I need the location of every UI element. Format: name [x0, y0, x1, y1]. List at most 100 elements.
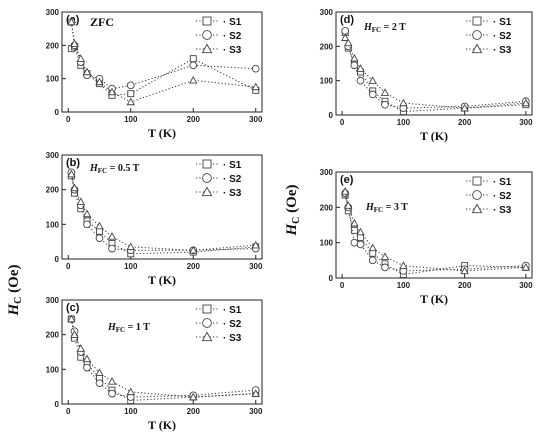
data-point	[107, 87, 117, 96]
data-point	[95, 368, 104, 377]
x-tick-label: 300	[249, 115, 263, 124]
data-point	[126, 97, 135, 106]
data-point	[368, 76, 377, 84]
data-point	[344, 201, 353, 209]
x-tick-label: 200	[458, 118, 472, 127]
x-tick-label: 300	[519, 281, 533, 290]
condition-label: HFC = 2 T	[363, 22, 406, 34]
data-point	[340, 187, 350, 195]
data-point	[350, 61, 359, 70]
x-tick-label: 300	[519, 118, 533, 127]
y-tick-label: 200	[320, 203, 334, 212]
data-point	[341, 27, 350, 35]
data-point	[126, 387, 135, 396]
legend-label: · S2	[223, 31, 242, 42]
axes-frame	[335, 171, 533, 279]
legend-entry: · S2	[466, 190, 512, 202]
data-point	[380, 252, 390, 261]
y-tick-label: 300	[46, 151, 60, 160]
legend-label: · S3	[223, 188, 242, 199]
data-point	[350, 226, 358, 234]
data-point	[95, 77, 104, 86]
data-point	[521, 263, 531, 271]
data-point	[368, 90, 377, 99]
shared-ylabel-right-unit: (Oe)	[284, 185, 300, 217]
legend-label: · S3	[493, 205, 512, 216]
x-tick-label: 200	[187, 262, 201, 271]
data-point	[380, 88, 390, 96]
data-point	[356, 227, 365, 236]
x-tick-label: 0	[66, 407, 71, 416]
condition-rest: = 1 T	[125, 322, 150, 333]
legend-marker	[471, 203, 483, 214]
series-s1	[341, 29, 530, 116]
data-point	[344, 38, 353, 47]
series-s1	[67, 172, 260, 258]
condition-main: H	[107, 322, 117, 333]
legend-entry: · S1	[466, 16, 512, 28]
condition-sub: FC	[98, 167, 107, 175]
data-point	[356, 76, 365, 85]
legend-entry: · S3	[466, 203, 512, 216]
legend-marker	[202, 159, 212, 169]
y-tick-label: 300	[320, 8, 334, 17]
axes-frame	[61, 299, 263, 405]
legend-marker	[202, 30, 212, 40]
data-point	[189, 75, 198, 84]
legend-marker	[201, 331, 213, 342]
condition-label: HFC = 0.5 T	[89, 163, 140, 175]
y-tick-label: 100	[46, 220, 60, 229]
data-point	[189, 61, 198, 70]
x-axis-label: T (K)	[148, 273, 176, 287]
series-s3	[67, 169, 260, 254]
shared-ylabel-right-main: H	[284, 222, 300, 236]
condition-main: H	[89, 163, 99, 174]
x-axis-label: T (K)	[420, 129, 448, 143]
x-tick-label: 100	[397, 118, 411, 127]
x-tick-label: 100	[124, 407, 138, 416]
legend-marker	[202, 318, 212, 328]
legend-entry: · S3	[196, 43, 242, 56]
condition-sub: FC	[116, 326, 125, 334]
data-point	[381, 100, 389, 109]
data-point	[368, 243, 377, 252]
series-s3	[67, 17, 260, 106]
y-tick-label: 300	[320, 168, 334, 177]
data-point	[70, 183, 79, 192]
legend-marker	[201, 186, 213, 197]
data-point	[107, 377, 117, 385]
series-line	[70, 173, 256, 251]
data-point	[82, 354, 92, 363]
condition-label: HFC = 1 T	[107, 322, 150, 334]
data-point	[76, 344, 85, 352]
condition-rest: = 3 T	[383, 202, 408, 213]
shared-ylabel-main: H	[6, 302, 22, 316]
legend-entry: · S1	[196, 304, 242, 316]
legend-marker	[472, 176, 482, 186]
chart-panel: 0 100 200 300 0 100 200 300 T (K) (e) HFC = 3 T · S…	[320, 168, 533, 306]
y-tick-label: 0	[329, 111, 334, 120]
x-tick-label: 0	[340, 281, 345, 290]
legend-marker	[472, 30, 482, 40]
data-point	[350, 218, 359, 227]
legend-entry: · S2	[466, 30, 512, 42]
x-tick-label: 300	[249, 407, 263, 416]
series-line	[70, 172, 256, 251]
shared-ylabel-right: HC (Oe)	[284, 185, 302, 237]
legend-marker	[201, 43, 213, 54]
series-s2	[341, 189, 530, 275]
data-point	[83, 220, 91, 229]
data-point	[460, 266, 469, 275]
series-line	[344, 193, 526, 272]
legend-label: · S2	[493, 191, 512, 202]
series-s3	[340, 187, 531, 275]
series-s3	[67, 314, 260, 401]
y-tick-label: 200	[320, 42, 334, 51]
data-point	[83, 363, 91, 372]
data-point	[340, 33, 350, 41]
condition-rest: = 2 T	[381, 22, 406, 33]
data-point	[356, 64, 365, 72]
condition-main: ZFC	[90, 15, 114, 29]
